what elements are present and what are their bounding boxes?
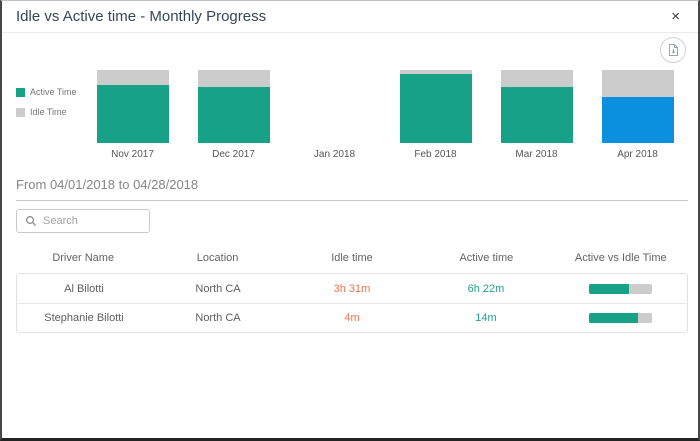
active-segment: [500, 86, 573, 143]
idle-segment: [197, 70, 270, 87]
active-vs-idle-fill: [588, 313, 638, 323]
cell-active-time: 14m: [475, 312, 497, 324]
chart-slot-nov-2017: Nov 2017: [82, 70, 183, 160]
header-active-vs-idle: Active vs Idle Time: [574, 252, 667, 264]
active-segment-selected: [601, 97, 674, 143]
close-icon[interactable]: ×: [667, 5, 684, 28]
export-document-icon: [667, 43, 680, 57]
stacked-bar-dec-2017[interactable]: [197, 70, 270, 143]
idle-segment: [96, 70, 169, 85]
header-idle-time: Idle time: [331, 252, 373, 264]
idle-segment: [601, 70, 674, 98]
chart-slot-feb-2018: Feb 2018: [385, 70, 486, 160]
chart-slot-dec-2017: Dec 2017: [183, 70, 284, 160]
legend-item-active: Active Time: [16, 87, 82, 97]
drivers-table: Driver Name Location Idle time Active ti…: [16, 245, 688, 333]
month-label: Feb 2018: [414, 149, 457, 160]
stacked-bar-apr-2018-selected[interactable]: [601, 70, 674, 143]
cell-active-vs-idle: [553, 313, 687, 323]
active-vs-idle-fill: [588, 283, 629, 294]
header-active-time: Active time: [459, 252, 514, 264]
stacked-bar-jan-2018[interactable]: [299, 70, 371, 143]
table-row[interactable]: Al Bilotti North CA 3h 31m 6h 22m: [17, 274, 687, 303]
legend-label: Idle Time: [30, 107, 67, 117]
stacked-bar-feb-2018[interactable]: [399, 70, 472, 143]
month-label: Dec 2017: [212, 149, 255, 160]
active-segment: [399, 74, 472, 143]
chart-slot-mar-2018: Mar 2018: [486, 70, 587, 160]
legend-item-idle: Idle Time: [16, 107, 82, 117]
active-segment: [197, 86, 270, 143]
active-segment: [96, 84, 169, 143]
idle-vs-active-chart: Active Time Idle Time Nov 2017 Dec: [16, 70, 688, 160]
stacked-bar-mar-2018[interactable]: [500, 70, 573, 143]
legend-label: Active Time: [30, 87, 77, 97]
table-body: Al Bilotti North CA 3h 31m 6h 22m Stepha…: [16, 273, 688, 333]
chart-legend: Active Time Idle Time: [16, 70, 82, 160]
table-header-row: Driver Name Location Idle time Active ti…: [16, 245, 688, 273]
chart-slot-apr-2018: Apr 2018: [587, 70, 688, 160]
export-button[interactable]: [660, 37, 686, 63]
cell-idle-time: 4m: [344, 312, 360, 324]
header-driver-name: Driver Name: [52, 252, 115, 264]
cell-location: North CA: [195, 312, 241, 324]
idle-segment: [500, 70, 573, 87]
chart-plot-area: Nov 2017 Dec 2017 Jan 2018: [82, 70, 688, 160]
cell-location: North CA: [195, 282, 241, 295]
chart-slot-jan-2018: Jan 2018: [284, 70, 385, 160]
cell-driver-name: Al Bilotti: [64, 282, 104, 295]
header-location: Location: [196, 252, 239, 264]
active-time-swatch-icon: [16, 87, 25, 97]
month-label: Apr 2018: [617, 149, 658, 160]
table-row[interactable]: Stephanie Bilotti North CA 4m 14m: [17, 303, 687, 332]
cell-active-time: 6h 22m: [467, 282, 505, 295]
cell-active-vs-idle: [553, 283, 687, 294]
search-icon: [25, 215, 37, 227]
idle-segment: [399, 70, 472, 75]
cell-driver-name: Stephanie Bilotti: [44, 312, 124, 324]
dialog-header: Idle vs Active time - Monthly Progress ×: [2, 1, 698, 33]
active-vs-idle-bar: [588, 313, 652, 323]
active-vs-idle-bar: [588, 283, 652, 294]
month-label: Jan 2018: [313, 149, 356, 160]
month-label: Mar 2018: [515, 149, 558, 160]
date-range-label: From 04/01/2018 to 04/28/2018: [16, 177, 688, 201]
month-label: Nov 2017: [111, 149, 154, 160]
stacked-bar-nov-2017[interactable]: [96, 70, 169, 143]
cell-idle-time: 3h 31m: [333, 282, 371, 295]
idle-time-swatch-icon: [16, 107, 25, 117]
dialog-title: Idle vs Active time - Monthly Progress: [16, 8, 267, 25]
search-input[interactable]: [43, 215, 141, 227]
search-box[interactable]: [16, 209, 150, 233]
